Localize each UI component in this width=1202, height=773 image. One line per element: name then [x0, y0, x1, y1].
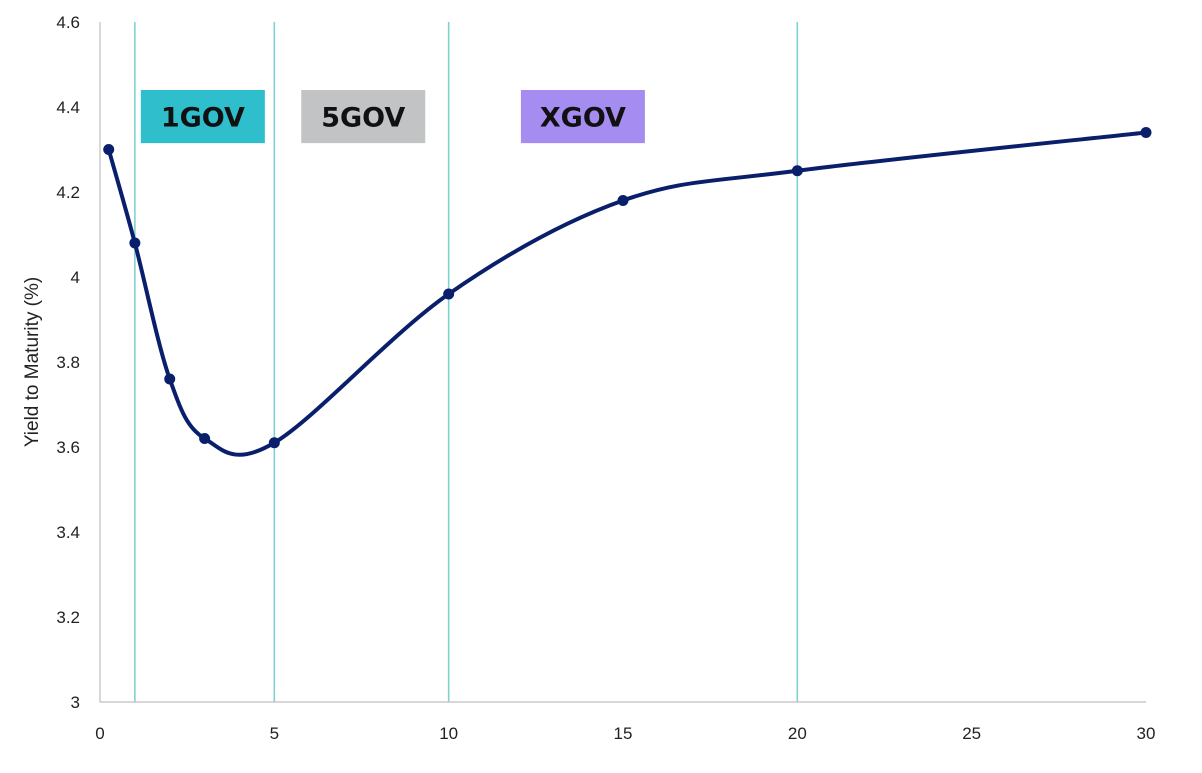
data-point: [103, 144, 115, 155]
band-label-text: XGOV: [540, 103, 626, 134]
series-group: [103, 127, 1152, 457]
y-tick-label: 3.6: [56, 438, 80, 457]
band-label-1gov: 1GOV: [140, 90, 265, 144]
y-tick-label: 4.2: [56, 183, 80, 202]
band-label-xgov: XGOV: [520, 90, 645, 144]
x-tick-label: 15: [614, 724, 633, 743]
y-tick-label: 3.2: [56, 608, 80, 627]
data-point: [443, 288, 455, 300]
y-tick-label: 4: [71, 268, 80, 287]
x-tick-labels: 0 5 10 15 20 25 30: [95, 724, 1155, 743]
x-tick-label: 25: [962, 724, 981, 743]
data-point: [791, 165, 803, 177]
y-tick-label: 3.8: [56, 353, 80, 372]
data-point: [1140, 127, 1152, 138]
data-point: [129, 237, 141, 249]
data-point: [617, 195, 629, 206]
y-tick-label: 4.6: [56, 13, 80, 32]
y-tick-label: 4.4: [56, 98, 80, 117]
x-tick-label: 20: [788, 724, 807, 743]
y-axis-title: Yield to Maturity (%): [22, 277, 43, 447]
y-tick-label: 3.4: [56, 523, 80, 542]
band-label-box: [301, 90, 426, 144]
band-labels: 1GOV 5GOV XGOV: [140, 90, 645, 144]
data-point: [268, 437, 280, 449]
band-label-5gov: 5GOV: [301, 90, 426, 144]
band-label-text: 5GOV: [321, 103, 405, 134]
data-point: [199, 433, 211, 444]
x-tick-label: 5: [270, 724, 279, 743]
reference-lines: [134, 22, 799, 702]
data-point: [164, 373, 176, 385]
axes: [99, 22, 1146, 703]
y-tick-label: 3: [71, 693, 80, 712]
y-tick-labels: 3 3.2 3.4 3.6 3.8 4 4.2 4.4 4.6: [56, 13, 80, 712]
x-tick-label: 10: [439, 724, 458, 743]
band-label-box: [520, 90, 645, 144]
band-label-text: 1GOV: [161, 103, 245, 134]
series-line: [106, 130, 1148, 457]
x-tick-label: 0: [95, 724, 104, 743]
band-label-box: [140, 90, 265, 144]
x-tick-label: 30: [1137, 724, 1156, 743]
